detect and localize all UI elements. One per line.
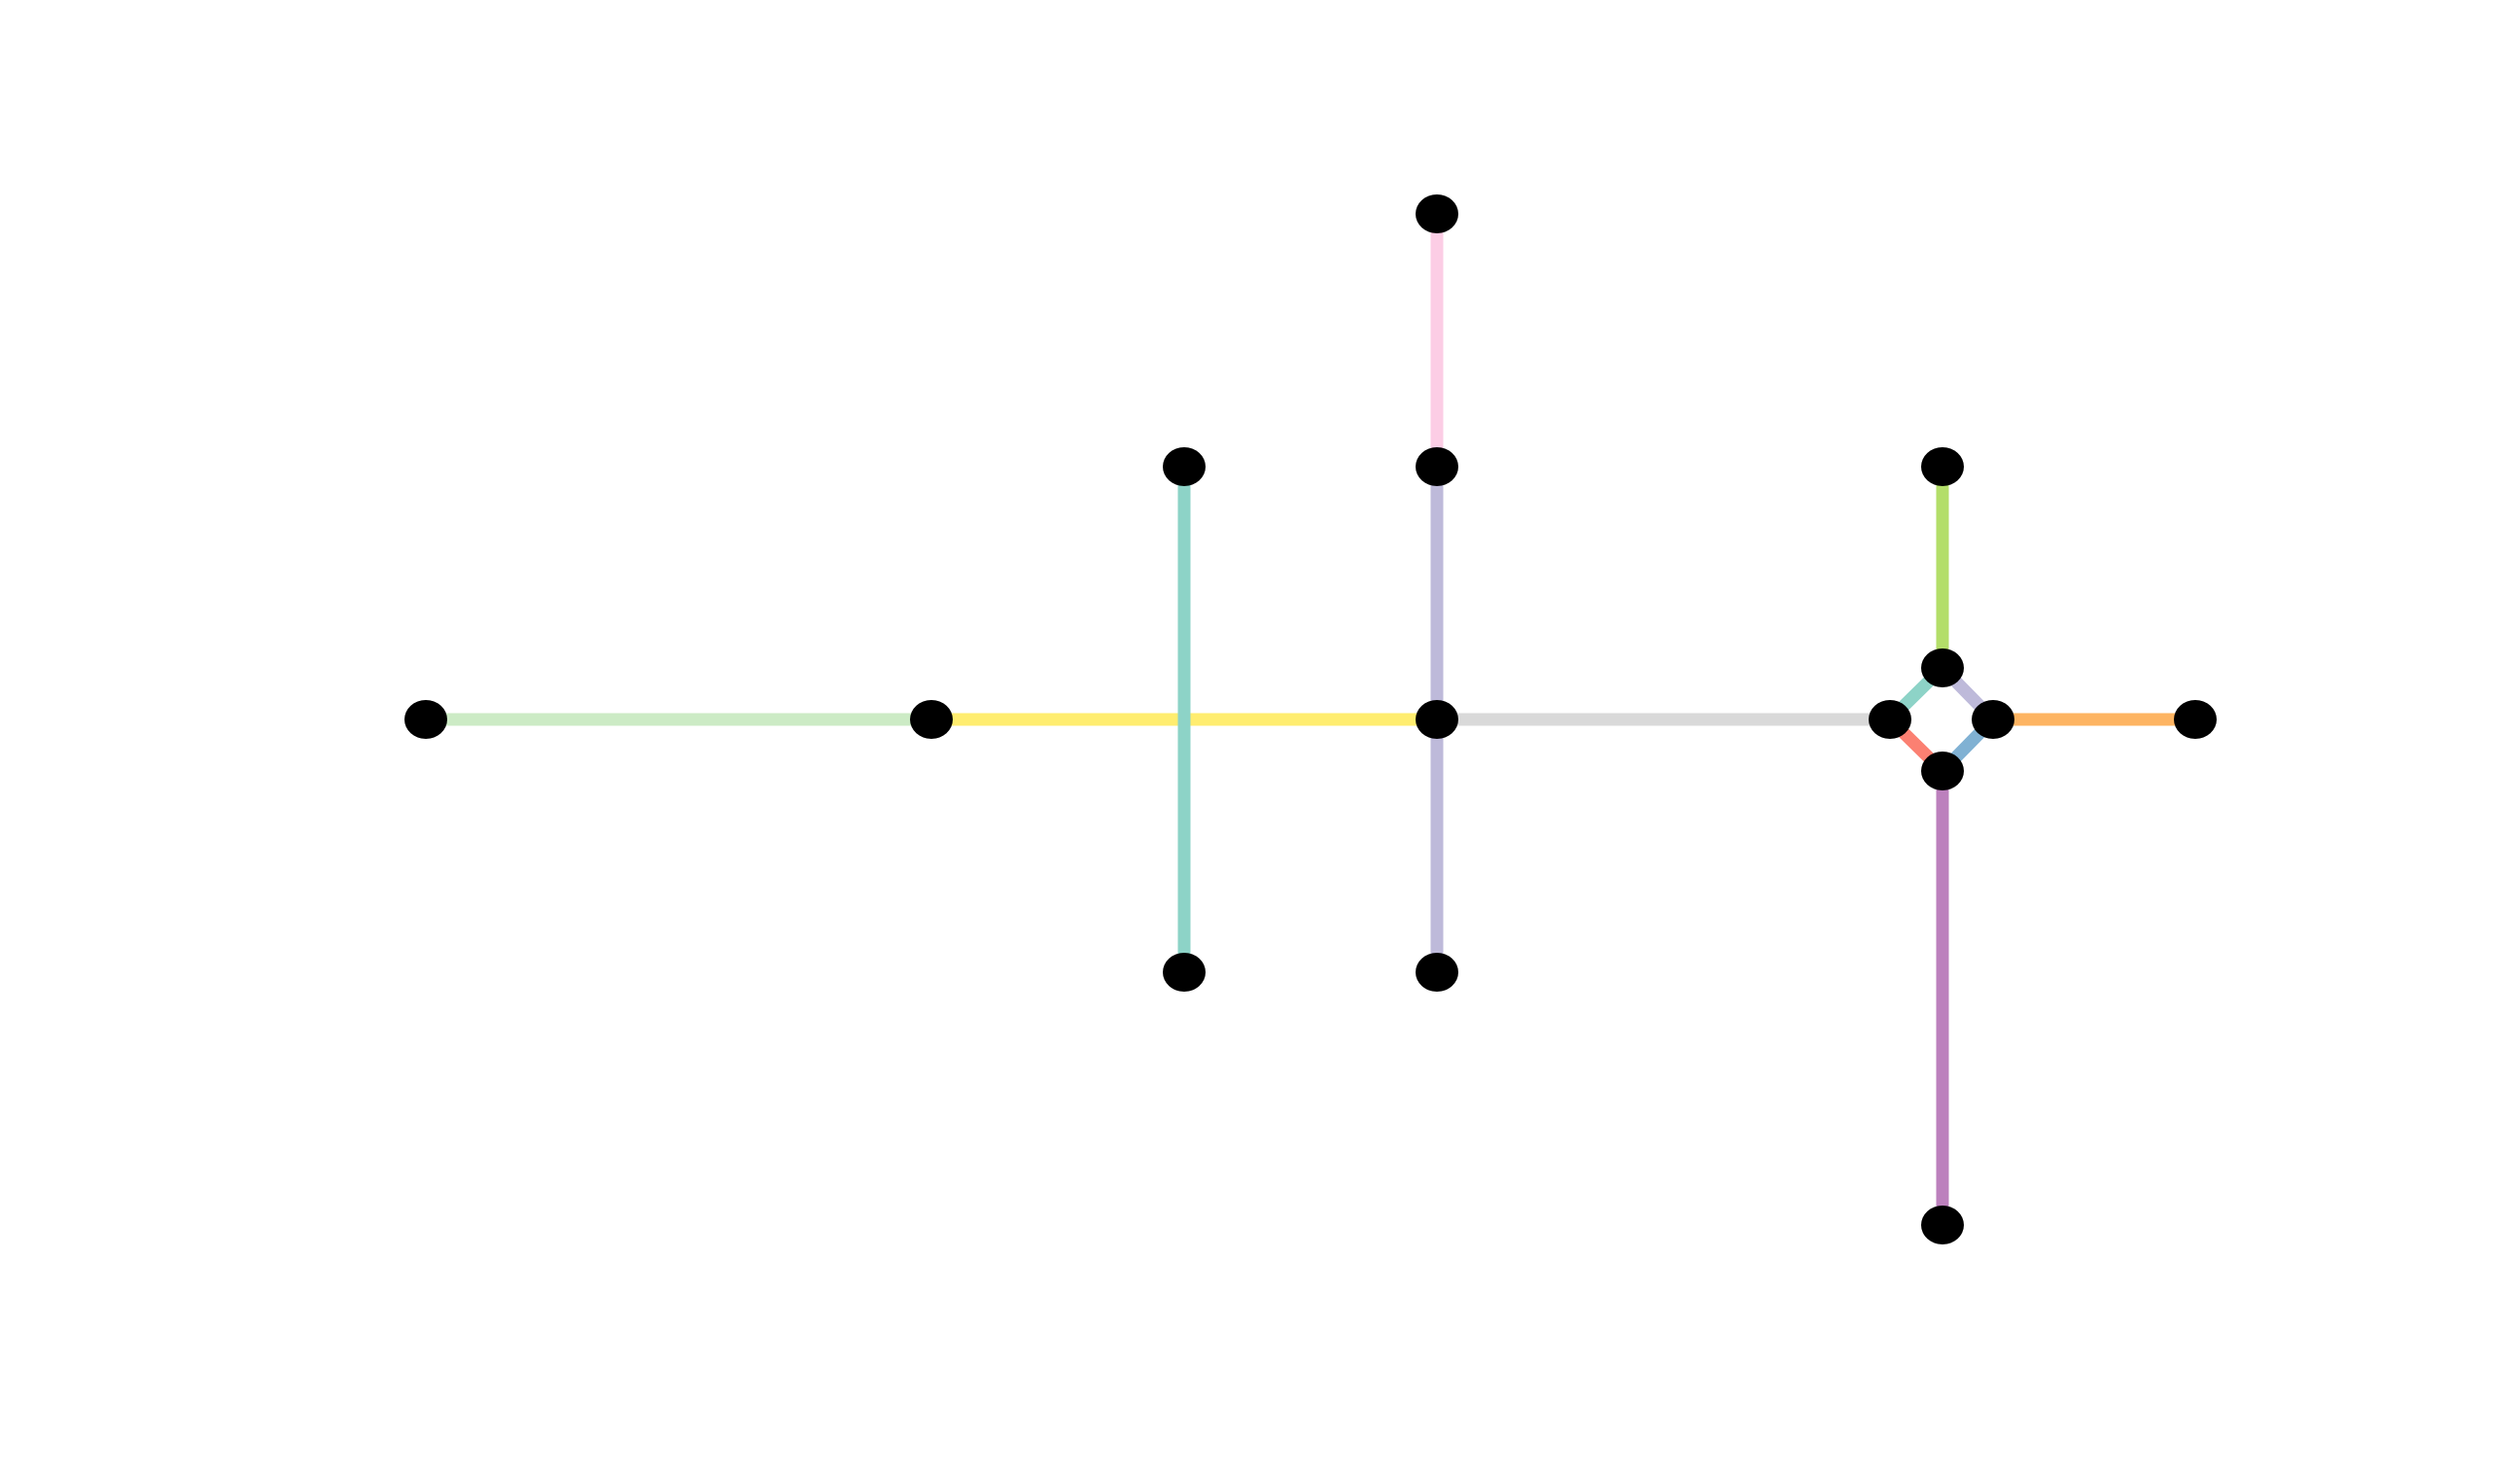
node-n7 bbox=[1416, 447, 1458, 486]
node-n3 bbox=[1416, 700, 1458, 739]
nodes-layer bbox=[404, 194, 2217, 1244]
node-n15 bbox=[1921, 1206, 1964, 1244]
node-n10 bbox=[1921, 648, 1964, 687]
node-n4 bbox=[1163, 447, 1206, 486]
node-n9 bbox=[1869, 700, 1911, 739]
edges-layer bbox=[426, 214, 2195, 1225]
node-n6 bbox=[1416, 194, 1458, 233]
node-n14 bbox=[2174, 700, 2217, 739]
node-n12 bbox=[1921, 752, 1964, 790]
node-n8 bbox=[1416, 953, 1458, 992]
node-n13 bbox=[1921, 447, 1964, 486]
node-n11 bbox=[1972, 700, 2014, 739]
node-n5 bbox=[1163, 953, 1206, 992]
node-n2 bbox=[910, 700, 953, 739]
node-n1 bbox=[404, 700, 447, 739]
